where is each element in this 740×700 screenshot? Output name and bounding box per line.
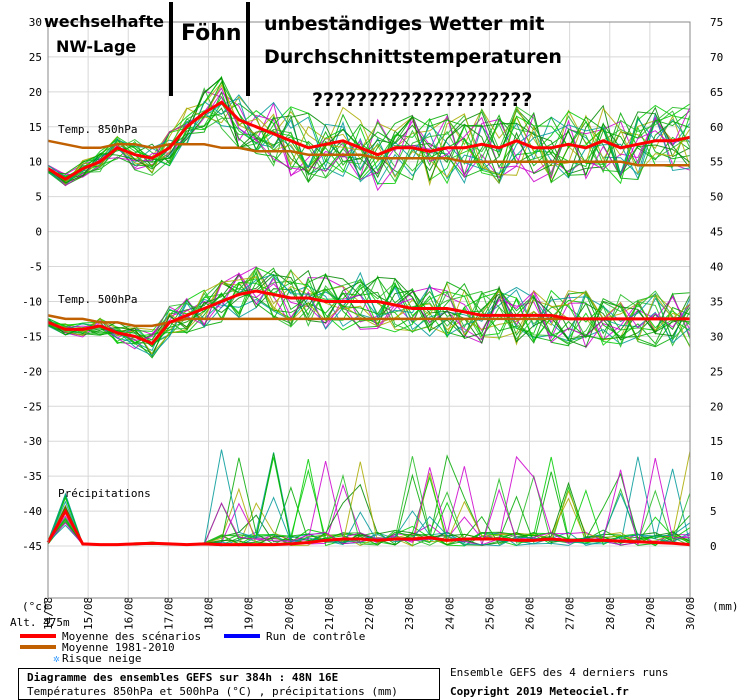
left-tick-label: 25 [29,51,42,64]
mean-500-line [47,289,690,346]
date-tick-label: 20/08 [283,597,296,630]
legend-mean-swatch [20,634,56,638]
precip-label: Précipitations [58,487,151,500]
date-tick-label: 18/08 [203,597,216,630]
date-tick-label: 28/08 [604,597,617,630]
right-tick-label: 35 [710,295,723,308]
date-tick-label: 30/08 [684,597,697,630]
member-850 [47,98,691,185]
member-850 [47,80,691,184]
footer-box: Diagramme des ensembles GEFS sur 384h : … [18,668,440,700]
legend-clim-swatch [20,645,56,649]
right-tick-label: 25 [710,365,723,378]
footer-copyright: Copyright 2019 Meteociel.fr [450,685,629,698]
annotation-nw-line2: NW-Lage [56,37,136,56]
right-tick-label: 70 [710,51,723,64]
left-tick-label: -35 [22,470,42,483]
date-tick-label: 17/08 [162,597,175,630]
annotation-unstable-line1: unbeständiges Wetter mit [264,13,544,35]
date-tick-label: 19/08 [243,597,256,630]
legend-control-swatch [224,634,260,638]
footer-subtitle: Températures 850hPa et 500hPa (°C) , pré… [27,685,398,698]
altitude-label: Alt. 475m [10,616,70,629]
legend-snow: Risque neige [62,652,142,665]
left-tick-label: 10 [29,156,42,169]
right-tick-label: 65 [710,86,723,99]
plot-frame [47,21,691,599]
date-tick-label: 26/08 [524,597,537,630]
date-tick-label: 25/08 [483,597,496,630]
legend-control: Run de contrôle [266,630,366,643]
left-tick-label: -40 [22,505,42,518]
member-500 [47,273,691,345]
chart-grid [47,21,691,598]
left-tick-label: -45 [22,540,42,553]
left-tick-label: 5 [35,191,42,204]
left-tick-label: 15 [29,121,42,134]
right-tick-label: 60 [710,121,723,134]
mean-precip-line [46,507,691,547]
date-tick-label: 21/08 [323,597,336,630]
snowflake-icon: ✲ [53,652,60,665]
right-tick-label: 0 [710,540,717,553]
date-tick-label: 27/08 [564,597,577,630]
mean-850-line [47,100,691,181]
unit-left: (°c) [22,600,49,613]
right-tick-label: 5 [710,505,717,518]
left-tick-label: -15 [22,330,42,343]
right-tick-label: 75 [710,16,723,29]
member-500 [47,267,691,348]
date-tick-label: 22/08 [363,597,376,630]
temp500-label: Temp. 500hPa [58,293,137,306]
mean-lines [46,100,691,547]
right-tick-label: 50 [710,191,723,204]
date-tick-label: 14/08 [42,597,55,630]
member-850 [47,105,691,180]
member-500 [47,281,691,346]
temp850-label: Temp. 850hPa [58,123,137,136]
left-tick-label: 0 [35,226,42,239]
clim-850-line [47,139,690,167]
legend-mean: Moyenne des scénarios [62,630,202,643]
ensemble-members [47,75,691,547]
right-tick-label: 45 [710,226,723,239]
date-tick-label: 16/08 [122,597,135,630]
date-tick-label: 24/08 [443,597,456,630]
footer-runs: Ensemble GEFS des 4 derniers runs [450,666,669,679]
date-tick-label: 15/08 [82,597,95,630]
annotation-questionmarks: ???????????????????? [312,89,532,111]
legend-clim: Moyenne 1981-2010 [62,641,175,654]
left-tick-label: 30 [29,16,42,29]
right-tick-label: 20 [710,400,723,413]
right-tick-label: 40 [710,261,723,274]
left-tick-label: -10 [22,295,42,308]
left-tick-label: -20 [22,365,42,378]
date-tick-label: 23/08 [403,597,416,630]
date-tick-label: 29/08 [644,597,657,630]
left-tick-label: -30 [22,435,42,448]
annotation-nw-line1: wechselhafte [44,12,164,31]
left-tick-label: -25 [22,400,42,413]
left-tick-label: 20 [29,86,42,99]
left-tick-label: -5 [29,261,42,274]
unit-right: (mm) [712,600,739,613]
right-tick-label: 30 [710,330,723,343]
right-tick-label: 55 [710,156,723,169]
member-850 [47,76,691,184]
right-tick-label: 15 [710,435,723,448]
right-tick-label: 10 [710,470,723,483]
annotation-unstable-line2: Durchschnittstemperaturen [264,46,562,68]
member-500 [47,273,691,358]
annotation-foehn: Föhn [181,21,242,46]
footer-title: Diagramme des ensembles GEFS sur 384h : … [27,671,339,684]
